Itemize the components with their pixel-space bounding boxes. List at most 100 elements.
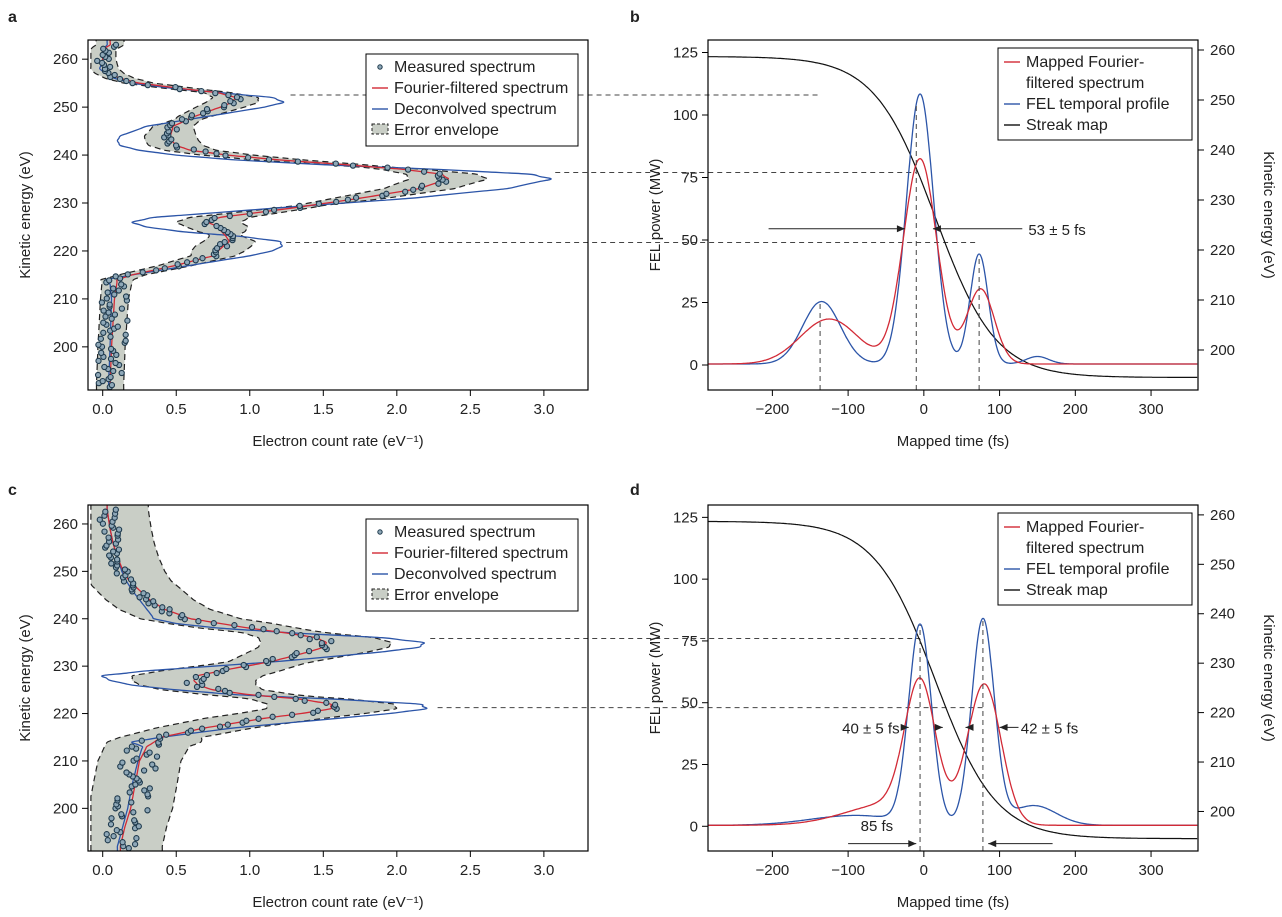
error-envelope-upper: [115, 40, 488, 390]
panel-d-frame: [707, 504, 1199, 852]
measured-point: [328, 637, 335, 645]
measured-point: [144, 807, 151, 814]
measured-point: [270, 206, 278, 214]
measured-point: [113, 556, 121, 563]
measured-point: [262, 208, 270, 216]
measured-point: [193, 683, 201, 691]
legend-box: [997, 512, 1193, 606]
measured-point: [156, 733, 163, 740]
measured-point: [119, 759, 126, 766]
measured-point: [332, 160, 339, 167]
measured-point: [141, 787, 148, 794]
measured-point: [106, 301, 113, 308]
y2-tick-label: 200: [1210, 803, 1235, 820]
measured-point: [306, 635, 313, 643]
measured-point: [223, 665, 230, 673]
measured-point: [152, 765, 159, 772]
measured-point: [297, 632, 304, 639]
measured-point: [210, 620, 217, 627]
measured-point: [301, 697, 308, 704]
error-envelope-fill: [90, 40, 488, 390]
x-tick-label: 2.0: [386, 862, 407, 879]
y-tick-label: 240: [53, 147, 78, 164]
legend-box: [365, 518, 579, 612]
measured-point: [240, 661, 247, 669]
measured-point: [216, 723, 224, 730]
measured-point: [226, 212, 233, 220]
measured-point: [133, 755, 140, 762]
measured-point: [123, 747, 130, 754]
y-tick-label: 220: [53, 706, 78, 723]
x-tick-label: −200: [755, 401, 789, 418]
fwhm-arrow-1-head: [900, 723, 909, 731]
legend-marker-measured: [377, 64, 383, 70]
x-tick-label: 300: [1139, 401, 1164, 418]
error-envelope-upper: [147, 505, 398, 851]
legend-entry: Error envelope: [394, 587, 499, 604]
measured-point: [315, 200, 323, 208]
panel-label-a: a: [8, 9, 17, 26]
panel-label-b: b: [630, 9, 640, 26]
measured-point: [190, 146, 197, 153]
x-tick-label: 0: [920, 862, 928, 879]
y-tick-label: 240: [53, 611, 78, 628]
measured-point: [172, 83, 179, 91]
measured-point: [331, 701, 339, 708]
y-axis-label: FEL power (MW): [647, 622, 664, 735]
measured-point: [128, 743, 136, 750]
measured-point: [94, 371, 102, 379]
measured-point: [106, 552, 113, 559]
measured-point: [108, 815, 115, 822]
panel-c-frame: [87, 504, 589, 852]
measured-point: [113, 351, 120, 359]
x-tick-label: 2.5: [460, 862, 481, 879]
measured-point: [107, 345, 115, 353]
measured-point: [314, 707, 322, 714]
measured-point: [221, 238, 228, 246]
measured-point: [114, 323, 121, 330]
error-envelope-lower: [90, 40, 411, 390]
measured-point: [255, 691, 262, 699]
measured-point: [140, 767, 148, 774]
fwhm-arrow-4-head: [999, 723, 1008, 731]
measured-point: [113, 570, 120, 577]
y2-tick-label: 210: [1210, 292, 1235, 309]
measured-point: [130, 809, 137, 816]
x-tick-label: 1.0: [239, 401, 260, 418]
measured-point: [124, 317, 131, 324]
measured-point: [269, 713, 276, 720]
measured-point: [323, 699, 330, 706]
measured-point: [163, 731, 170, 738]
legend-entry: filtered spectrum: [1026, 75, 1144, 92]
legend-entry: Mapped Fourier-: [1026, 54, 1144, 71]
y-axis-label: Kinetic energy (eV): [17, 614, 34, 742]
fwhm-annotation: 53 ± 5 fs: [1028, 222, 1085, 239]
x-tick-label: 200: [1063, 401, 1088, 418]
legend-entry: Streak map: [1026, 117, 1108, 134]
measured-point: [198, 87, 205, 95]
measured-point: [94, 57, 101, 65]
measured-point: [116, 75, 124, 83]
measured-point: [410, 186, 417, 193]
mapped-fourier-filtered-line: [708, 677, 1198, 826]
panel-d-plot-area: [708, 520, 1198, 840]
measured-point: [198, 725, 206, 732]
measured-point: [115, 526, 123, 533]
fwhm-arrow-3-head: [965, 723, 974, 731]
legend-entry: FEL temporal profile: [1026, 561, 1170, 578]
measured-point: [121, 566, 129, 573]
measured-point: [435, 180, 442, 187]
x-tick-label: 200: [1063, 862, 1088, 879]
x-axis-label: Electron count rate (eV⁻¹): [252, 894, 423, 911]
measured-point: [168, 136, 175, 143]
measured-point: [203, 671, 211, 679]
y2-tick-label: 250: [1210, 92, 1235, 109]
measured-point: [107, 333, 114, 340]
measured-point: [102, 508, 109, 515]
panel-b-frame: [707, 39, 1199, 391]
x-tick-label: 300: [1139, 862, 1164, 879]
y-tick-label: 125: [673, 509, 698, 526]
y-tick-label: 230: [53, 195, 78, 212]
measured-point: [294, 158, 302, 165]
